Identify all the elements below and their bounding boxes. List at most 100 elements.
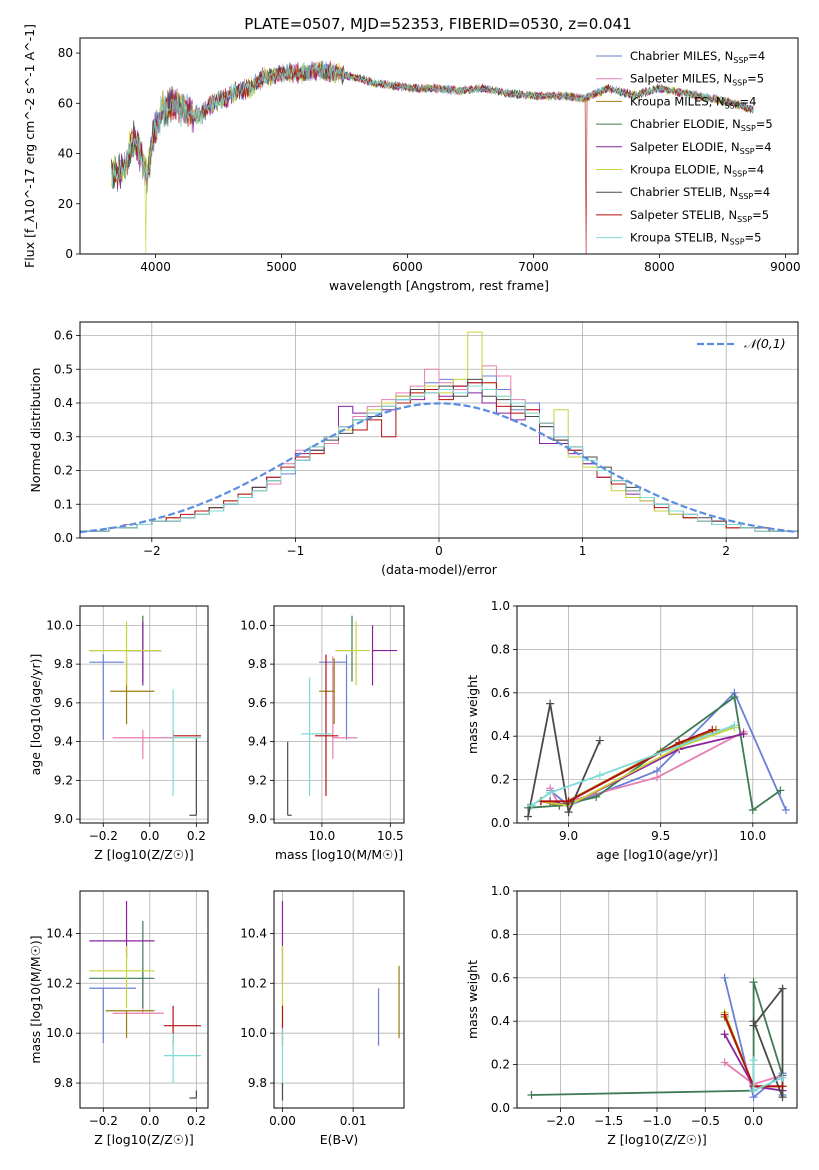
legend-entry: Chabrier MILES, NSSP=4: [630, 49, 765, 65]
legend-label: Kroupa ELODIE, N: [630, 163, 732, 177]
legend-sub: SSP: [741, 124, 756, 133]
weight-vs-z-xtick-label: 0.0: [744, 1114, 763, 1128]
legend-entry: Chabrier ELODIE, NSSP=5: [630, 117, 773, 133]
weight-marker: [778, 984, 787, 993]
weight-vs-age-xlabel: age [log10(age/yr)]: [596, 847, 718, 862]
weight-vs-z-ytick-label: 1.0: [491, 884, 510, 898]
age-vs-z-axes: −0.2 0.0 0.2 9.0 9.2 9.4 9.6 9.8 10.0 Z [log10(Z/…: [28, 605, 209, 862]
mass-vs-ebv-frame: [273, 890, 405, 1109]
legend-sub: SSP: [733, 56, 748, 65]
weight-vs-age-xtick-label: 10.0: [739, 829, 766, 843]
weight-marker: [781, 805, 790, 814]
residuals-ytick-label: 0.4: [54, 396, 73, 410]
weight-vs-z-ytick-label: 0.8: [491, 927, 510, 941]
spectrum-line: [111, 61, 754, 188]
legend-entry: 𝒩(0,1): [744, 336, 786, 351]
spectrum-xtick-label: 5000: [266, 260, 297, 274]
residuals-ytick-label: 0.2: [54, 464, 73, 478]
weight-vs-age-ytick-label: 0.6: [491, 686, 510, 700]
mass-vs-z-ytick-label: 10.0: [46, 1026, 73, 1040]
legend-entry: Kroupa ELODIE, NSSP=4: [630, 163, 764, 179]
mass-vs-z-xtick-label: 0.0: [140, 1114, 159, 1128]
legend-entry: Kroupa MILES, NSSP=4: [630, 94, 756, 110]
residuals-plot-area: [80, 331, 798, 538]
weight-marker: [749, 1056, 758, 1065]
weight-vs-z-frame: [516, 890, 798, 1109]
plots-layer: 4000 5000 6000 7000 8000 9000020406080wavelen…: [22, 24, 801, 1147]
age-vs-z-xtick-label: 0.0: [140, 829, 159, 843]
residuals-ytick-label: 0.3: [54, 430, 73, 444]
weight-vs-z-axes: −2.0 −1.5 −1.0 −0.5 0.0 0.0 0.2 0.4 0.6 0.8 1.0 Z […: [465, 884, 798, 1147]
weight-vs-z-xtick-label: −1.5: [594, 1114, 623, 1128]
weight-vs-age-axes: 9.0 9.5 10.0 0.0 0.2 0.4 0.6 0.8 1.0 age [log10(a…: [465, 599, 798, 862]
age-vs-mass-ytick-label: 9.2: [248, 773, 267, 787]
mass-vs-z-xtick-label: −0.2: [89, 1114, 118, 1128]
mass-vs-ebv-ytick-label: 10.2: [240, 976, 267, 990]
mass-vs-z-plot-area: [89, 900, 202, 1099]
mass-vs-z-xlabel: Z [log10(Z/Z☉)]: [94, 1132, 194, 1147]
spectrum-plot-area: [111, 60, 754, 254]
weight-marker: [595, 736, 604, 745]
spectrum-ytick-label: 20: [58, 197, 73, 211]
mass-vs-z-ylabel: mass [log10(M/M☉)]: [28, 935, 43, 1063]
age-vs-z-xtick-label: −0.2: [89, 829, 118, 843]
legend-entry: Chabrier STELIB, NSSP=4: [630, 185, 770, 201]
age-vs-mass-ytick-label: 9.4: [248, 735, 267, 749]
age-vs-z-plot-area: [89, 615, 202, 816]
residuals-ytick-label: 0.6: [54, 329, 73, 343]
legend-label: Chabrier MILES, N: [630, 49, 733, 63]
weight-line: [752, 985, 784, 1098]
legend-entry: Kroupa STELIB, NSSP=5: [630, 231, 761, 247]
spectrum-axes: 4000 5000 6000 7000 8000 9000 0 20 40 60 80 wavelen…: [22, 24, 801, 293]
weight-vs-z-ytick-label: 0.4: [491, 1014, 510, 1028]
legend-suffix: =5: [756, 117, 773, 131]
weight-marker: [720, 1030, 729, 1039]
age-vs-mass-xlabel: mass [log10(M/M☉)]: [275, 847, 403, 862]
age-vs-z-ytick-label: 9.2: [54, 773, 73, 787]
weight-marker: [730, 693, 739, 702]
weight-marker: [748, 805, 757, 814]
weight-marker: [564, 797, 573, 806]
spectrum-ytick-label: 80: [58, 46, 73, 60]
weight-vs-age-ytick-label: 0.0: [491, 816, 510, 830]
legend-label: Chabrier ELODIE, N: [630, 117, 741, 131]
weight-marker: [708, 725, 717, 734]
weight-vs-z-ytick-label: 0.6: [491, 971, 510, 985]
mass-vs-ebv-plot-area: [281, 900, 400, 1101]
age-vs-z-ytick-label: 9.6: [54, 696, 73, 710]
mass-vs-ebv-axes: 0.00 0.01 9.8 10.0 10.2 10.4 E(B-V): [240, 890, 405, 1147]
legend-label: Salpeter STELIB, N: [630, 208, 737, 222]
age-vs-z-xlabel: Z [log10(Z/Z☉)]: [94, 847, 194, 862]
weight-marker: [595, 771, 604, 780]
weight-marker: [778, 1082, 787, 1091]
weight-vs-z-xtick-label: −2.0: [546, 1114, 575, 1128]
mass-vs-z-ytick-label: 10.4: [46, 926, 73, 940]
weight-vs-z-ylabel: mass weight: [465, 960, 480, 1039]
legend-sub: SSP: [730, 238, 745, 247]
weight-marker: [730, 721, 739, 730]
age-vs-mass-plot-area: [287, 615, 398, 816]
spectrum-ytick-label: 0: [65, 247, 73, 261]
residuals-ytick-label: 0.5: [54, 362, 73, 376]
legend-label: Chabrier STELIB, N: [630, 185, 738, 199]
residuals-frame: [79, 321, 799, 539]
residuals-xtick-label: −1: [287, 544, 305, 558]
weight-marker: [749, 978, 758, 987]
weight-line: [527, 703, 601, 817]
legend-suffix: =5: [747, 72, 764, 86]
legend-suffix: =4: [747, 163, 764, 177]
age-vs-mass-xtick-label: 10.0: [309, 829, 336, 843]
legend-label: Kroupa STELIB, N: [630, 231, 730, 245]
legend-entry: Salpeter MILES, NSSP=5: [630, 72, 764, 88]
legend-entry: Salpeter STELIB, NSSP=5: [630, 208, 769, 224]
mass-vs-ebv-ytick-label: 9.8: [248, 1076, 267, 1090]
legend-entry: Salpeter ELODIE, NSSP=4: [630, 140, 772, 156]
mass-vs-z-ytick-label: 9.8: [54, 1076, 73, 1090]
age-vs-mass-axes: 10.0 10.5 9.0 9.2 9.4 9.6 9.8 10.0 mass [log10(M…: [240, 605, 405, 862]
age-vs-mass-ytick-label: 9.0: [248, 812, 267, 826]
legend-sub: SSP: [737, 215, 752, 224]
gaussian-reference-curve: [80, 402, 798, 534]
age-vs-z-ytick-label: 9.4: [54, 735, 73, 749]
